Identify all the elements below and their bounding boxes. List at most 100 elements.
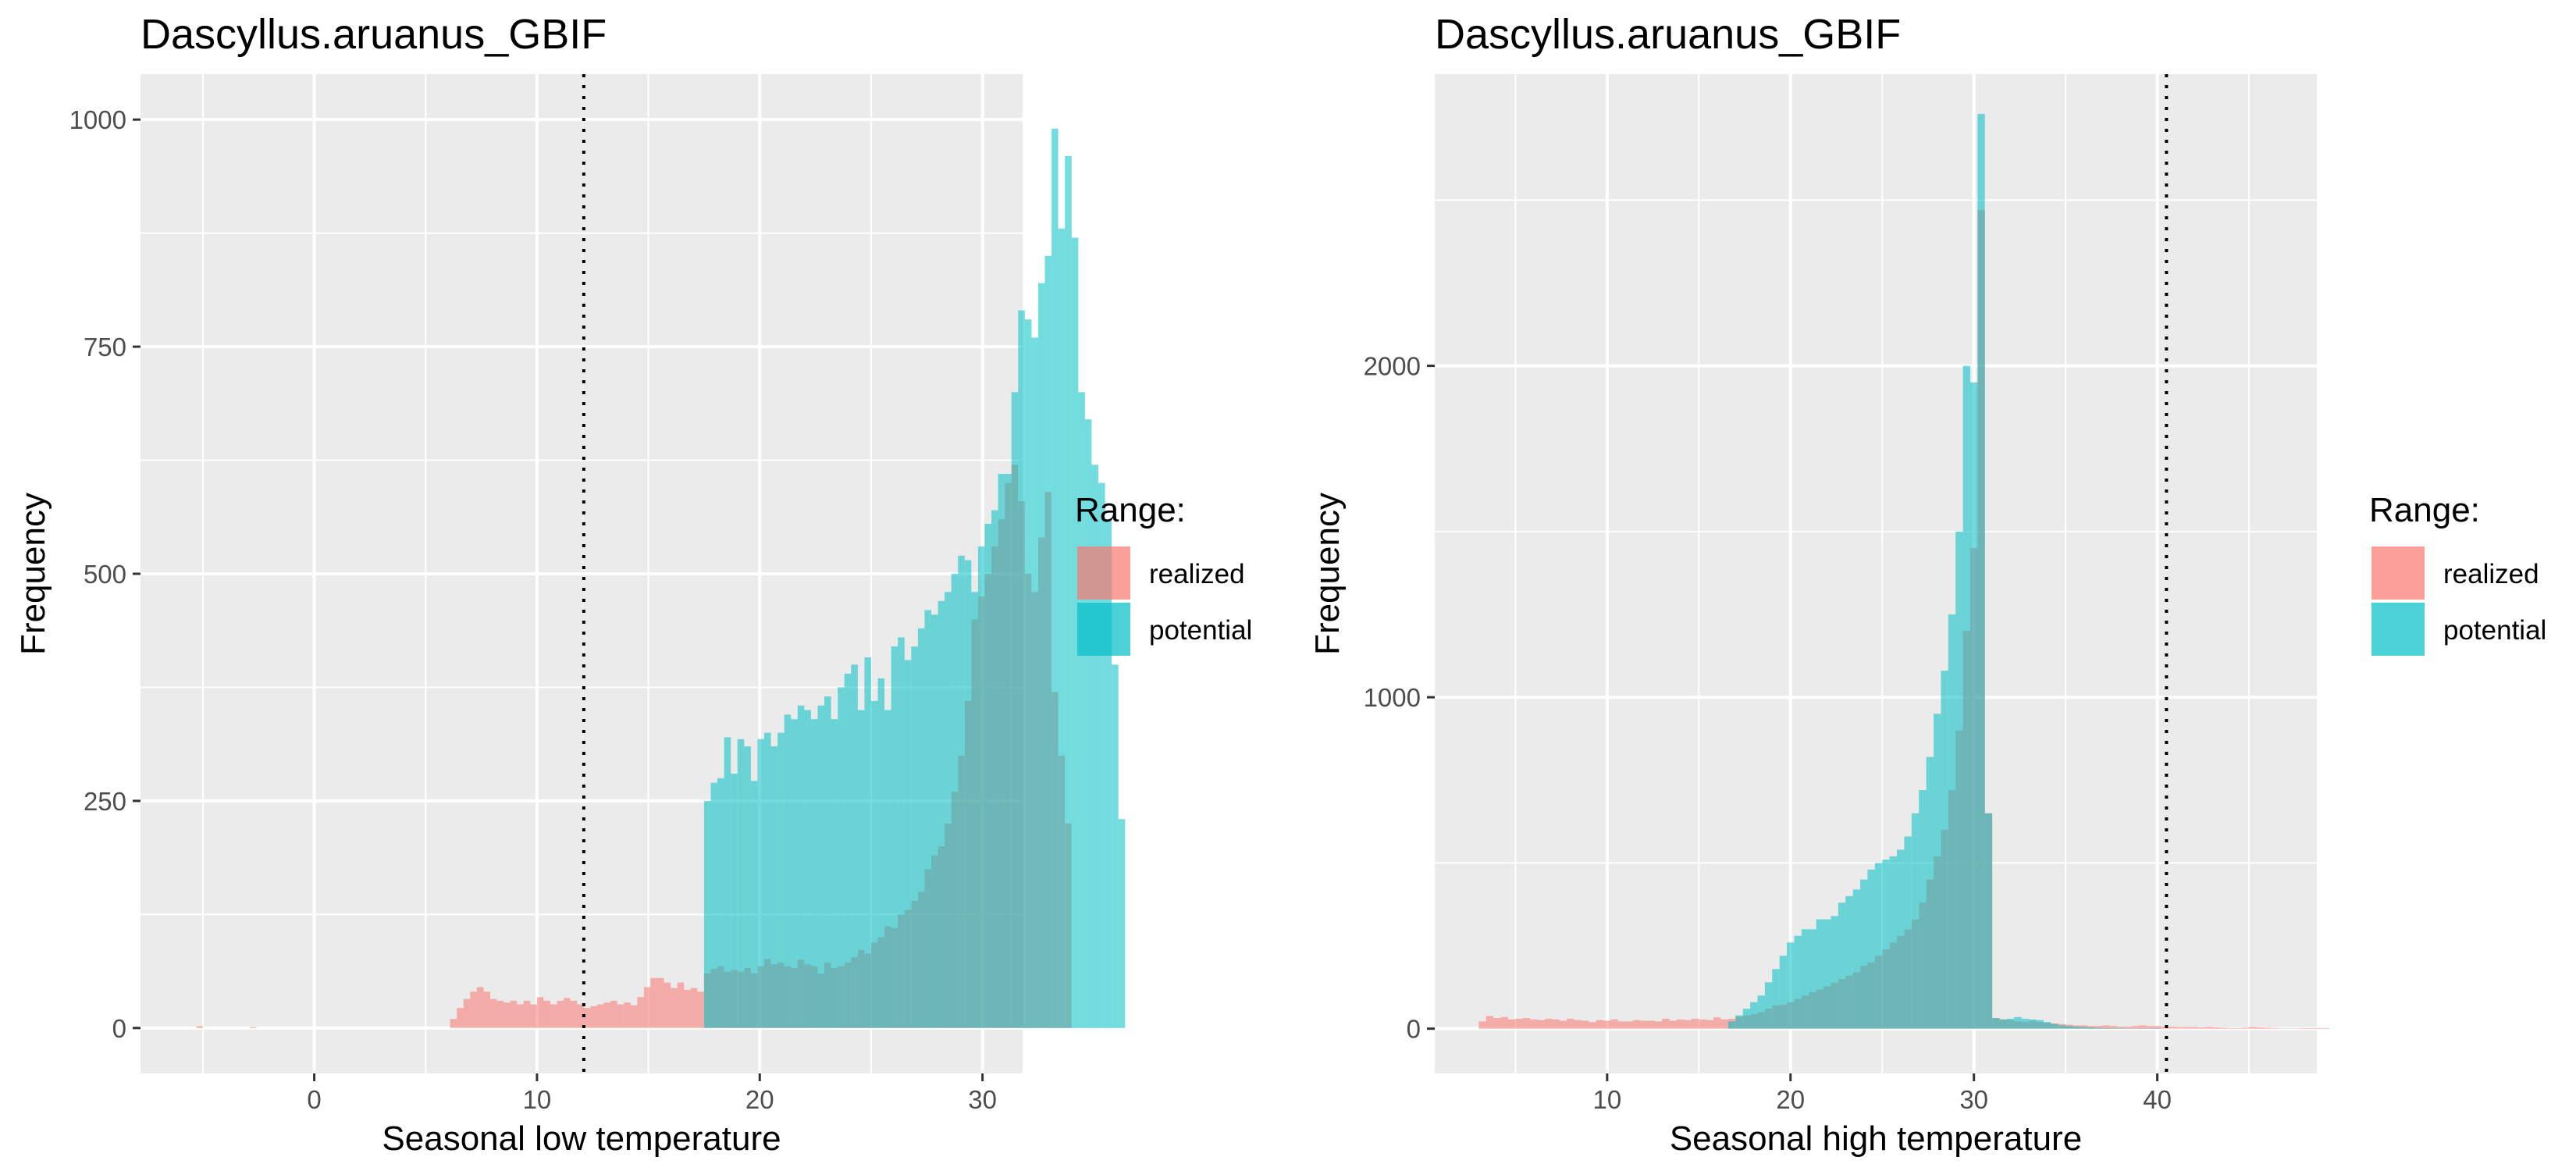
histogram-bar-realized — [1617, 1021, 1626, 1029]
histogram-bar-realized — [2204, 1027, 2213, 1029]
histogram-bar-realized — [577, 1004, 584, 1028]
histogram-bar-realized — [523, 1000, 531, 1028]
histogram-bar-potential — [938, 600, 945, 1028]
histogram-bar-realized — [1706, 1020, 1714, 1029]
series-potential — [703, 128, 1126, 1028]
histogram-bar-potential — [891, 646, 898, 1028]
y-tick-label: 500 — [84, 560, 126, 589]
panel-low-temperature: Dascyllus.aruanus_GBIF 0 250 500 750 1000 0 1… — [14, 11, 1252, 1158]
histogram-bar-realized — [503, 1002, 511, 1028]
histogram-bar-potential — [1889, 856, 1898, 1029]
x-axis: 10 20 30 40 — [1592, 1073, 2172, 1114]
histogram-bar-potential — [1948, 614, 1956, 1029]
histogram-bar-realized — [490, 998, 497, 1028]
histogram-bar-potential — [1801, 929, 1809, 1029]
histogram-bar-realized — [2241, 1027, 2250, 1029]
histogram-bar-realized — [1552, 1019, 1560, 1029]
legend-label-potential: potential — [1149, 615, 1252, 646]
histogram-bar-realized — [496, 1000, 504, 1028]
histogram-bar-realized — [684, 989, 691, 1028]
histogram-bars — [196, 128, 1126, 1028]
legend-title: Range: — [2369, 491, 2480, 529]
x-tick-label: 10 — [1592, 1085, 1621, 1114]
histogram-bar-realized — [671, 988, 678, 1028]
histogram-bar-realized — [2102, 1025, 2110, 1029]
histogram-bar-potential — [851, 664, 858, 1028]
histogram-bar-realized — [2219, 1027, 2227, 1029]
histogram-bar-potential — [1845, 895, 1853, 1029]
histogram-bar-potential — [810, 719, 818, 1028]
histogram-bar-potential — [2094, 1027, 2103, 1029]
histogram-bar-realized — [1684, 1020, 1692, 1029]
histogram-bar-realized — [530, 1004, 537, 1028]
histogram-bar-potential — [911, 646, 918, 1028]
histogram-bar-realized — [1500, 1016, 1508, 1029]
histogram-bar-realized — [1493, 1018, 1501, 1029]
histogram-bar-potential — [977, 546, 985, 1028]
histogram-bar-realized — [2197, 1027, 2205, 1029]
histogram-bar-realized — [1603, 1020, 1611, 1029]
histogram-bar-potential — [1984, 813, 1993, 1029]
histogram-bar-realized — [483, 991, 491, 1028]
histogram-bar-potential — [2080, 1027, 2088, 1029]
histogram-bar-realized — [457, 1008, 464, 1028]
histogram-bar-realized — [617, 1004, 624, 1028]
histogram-bar-realized — [1544, 1018, 1553, 1029]
histogram-bar-potential — [1037, 283, 1045, 1028]
histogram-bar-potential — [1962, 365, 1970, 1029]
histogram-bar-potential — [817, 705, 825, 1028]
histogram-bar-potential — [2065, 1026, 2073, 1029]
legend-title: Range: — [1075, 491, 1186, 529]
histogram-bar-realized — [1596, 1020, 1604, 1029]
histogram-bar-potential — [958, 555, 965, 1028]
histogram-bar-realized — [2234, 1027, 2242, 1029]
histogram-bar-potential — [2116, 1027, 2125, 1029]
histogram-bar-potential — [864, 657, 871, 1028]
histogram-bar-realized — [596, 1004, 604, 1028]
x-tick-label: 20 — [745, 1085, 774, 1114]
histogram-bar-realized — [1677, 1019, 1685, 1029]
histogram-bar-potential — [717, 778, 724, 1028]
histogram-bar-realized — [463, 998, 471, 1028]
histogram-bar-potential — [998, 474, 1005, 1028]
histogram-bar-potential — [1750, 1002, 1758, 1029]
histogram-bar-potential — [1882, 860, 1890, 1029]
histogram-bar-realized — [1691, 1018, 1699, 1029]
histogram-bar-realized — [1515, 1018, 1523, 1029]
x-tick-label: 30 — [1959, 1085, 1988, 1114]
histogram-bar-potential — [2014, 1016, 2022, 1029]
histogram-bar-potential — [770, 746, 778, 1028]
histogram-bar-potential — [1005, 474, 1012, 1028]
histogram-bar-potential — [1757, 995, 1765, 1029]
histogram-bar-realized — [690, 988, 698, 1028]
histogram-bar-realized — [1530, 1019, 1538, 1029]
histogram-bar-potential — [964, 560, 972, 1028]
histogram-bar-realized — [1559, 1020, 1567, 1029]
histogram-bar-realized — [536, 997, 544, 1028]
histogram-bar-realized — [1669, 1020, 1678, 1029]
histogram-bar-realized — [630, 1005, 638, 1028]
histogram-bar-potential — [844, 674, 852, 1028]
histogram-bar-potential — [1058, 228, 1066, 1028]
histogram-bar-potential — [904, 660, 912, 1028]
histogram-bar-realized — [697, 991, 704, 1028]
legend-label-realized: realized — [1149, 559, 1245, 589]
histogram-bar-realized — [2139, 1025, 2147, 1029]
histogram-bar-realized — [610, 1000, 617, 1028]
histogram-bar-potential — [731, 774, 738, 1028]
histogram-bar-potential — [1118, 819, 1126, 1028]
legend: Range: realized potential — [1075, 491, 1252, 656]
histogram-bar-potential — [1999, 1019, 2007, 1029]
histogram-bar-realized — [650, 977, 658, 1028]
histogram-bar-potential — [1018, 310, 1025, 1028]
histogram-bar-realized — [1720, 1019, 1728, 1029]
histogram-bar-realized — [476, 987, 484, 1028]
x-tick-label: 20 — [1776, 1085, 1805, 1114]
histogram-bar-potential — [857, 710, 865, 1028]
histogram-bar-realized — [1625, 1021, 1633, 1029]
histogram-bar-realized — [1478, 1021, 1486, 1029]
histogram-bar-potential — [1051, 128, 1059, 1028]
histogram-bar-realized — [1713, 1017, 1721, 1029]
panel-title: Dascyllus.aruanus_GBIF — [141, 11, 607, 58]
